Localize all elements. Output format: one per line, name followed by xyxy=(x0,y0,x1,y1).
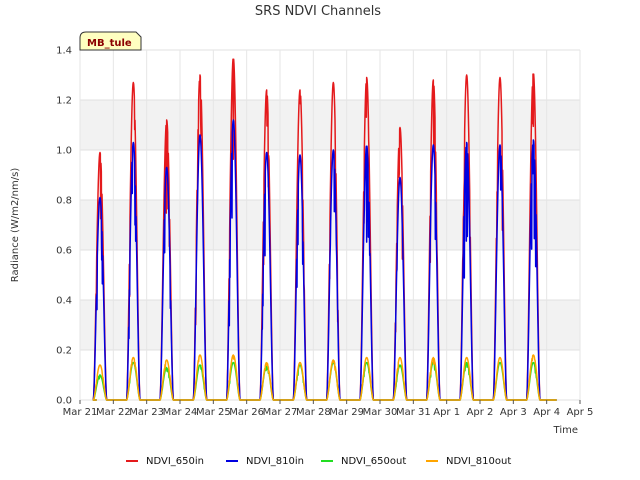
x-tick-label: Apr 4 xyxy=(533,407,560,418)
chart-title: SRS NDVI Channels xyxy=(255,4,381,19)
y-axis-label: Radiance (W/m2/nm/s) xyxy=(10,168,21,283)
x-tick-label: Mar 22 xyxy=(96,407,131,418)
y-tick-label: 1.4 xyxy=(56,46,72,57)
y-axis-ticks: 0.0 0.2 0.4 0.6 0.8 1.0 1.2 1.4 xyxy=(56,46,72,407)
series-lines xyxy=(92,58,557,401)
y-tick-label: 0.2 xyxy=(56,346,72,357)
x-tick-label: Mar 31 xyxy=(396,407,431,418)
legend: NDVI_650in NDVI_810in NDVI_650out NDVI_810o… xyxy=(126,456,511,467)
background-band xyxy=(80,100,580,150)
x-tick-label: Mar 29 xyxy=(329,407,364,418)
y-tick-label: 0.4 xyxy=(56,296,72,307)
x-tick-label: Mar 24 xyxy=(163,407,198,418)
x-tick-label: Mar 30 xyxy=(363,407,398,418)
x-tick-label: Mar 27 xyxy=(263,407,298,418)
legend-label: NDVI_650out xyxy=(341,456,406,467)
x-tick-label: Mar 23 xyxy=(129,407,164,418)
site-badge-label: MB_tule xyxy=(87,38,132,49)
legend-label: NDVI_650in xyxy=(146,456,204,467)
legend-label: NDVI_810in xyxy=(246,456,304,467)
x-tick-label: Apr 1 xyxy=(433,407,460,418)
y-tick-label: 1.2 xyxy=(56,96,72,107)
x-tick-label: Apr 3 xyxy=(500,407,527,418)
y-tick-label: 0.0 xyxy=(56,396,72,407)
y-tick-label: 1.0 xyxy=(56,146,72,157)
y-tick-label: 0.6 xyxy=(56,246,72,257)
x-axis-label: Time xyxy=(553,425,578,436)
x-tick-label: Mar 21 xyxy=(63,407,98,418)
x-tick-label: Mar 28 xyxy=(296,407,331,418)
site-badge-box xyxy=(79,31,142,51)
background-band xyxy=(80,300,580,350)
x-tick-label: Mar 26 xyxy=(229,407,264,418)
x-tick-label: Mar 25 xyxy=(196,407,231,418)
background-band xyxy=(80,50,580,100)
y-tick-label: 0.8 xyxy=(56,196,72,207)
x-tick-label: Apr 5 xyxy=(567,407,594,418)
legend-label: NDVI_810out xyxy=(446,456,511,467)
x-tick-label: Apr 2 xyxy=(467,407,494,418)
series-line-ndvi-810out xyxy=(92,354,557,401)
site-badge: MB_tule xyxy=(79,31,142,51)
